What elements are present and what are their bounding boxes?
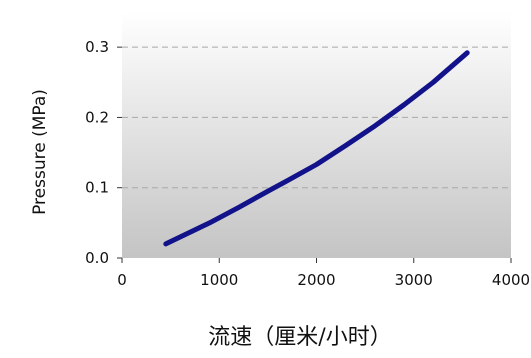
x-tick-label: 0 — [117, 271, 127, 289]
series-lines — [163, 50, 470, 247]
plot-area — [122, 12, 511, 258]
y-tick-label: 0.2 — [85, 108, 109, 126]
x-tick-label: 3000 — [395, 271, 433, 289]
x-axis-label: 流速（厘米/小时） — [208, 325, 391, 350]
x-tick-labels: 0 1000 2000 3000 4000 — [117, 258, 530, 289]
y-tick-label: 0.0 — [85, 249, 109, 267]
y-axis-label: Pressure (MPa) — [30, 89, 50, 215]
series-line — [163, 50, 470, 247]
x-tick-label: 1000 — [200, 271, 238, 289]
y-tick-label: 0.3 — [85, 38, 109, 56]
x-tick-label: 2000 — [297, 271, 335, 289]
grid-lines — [122, 46, 511, 189]
y-tick-label: 0.1 — [85, 179, 109, 197]
y-tick-labels: 0.0 0.1 0.2 0.3 — [85, 38, 122, 267]
x-tick-label: 4000 — [492, 271, 530, 289]
